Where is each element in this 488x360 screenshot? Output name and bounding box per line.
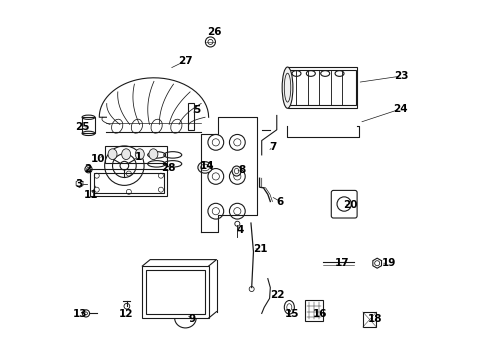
Text: 7: 7 [269,141,276,152]
Text: 27: 27 [178,56,192,66]
Text: 19: 19 [381,258,395,268]
Text: 4: 4 [236,225,244,235]
Text: 11: 11 [83,190,98,200]
Bar [287,67,357,108]
Bar [362,312,376,327]
Text: 17: 17 [334,258,349,268]
Ellipse shape [135,149,144,159]
Text: 5: 5 [193,105,200,115]
Text: 10: 10 [91,154,105,164]
Text: 9: 9 [188,314,196,324]
Text: 28: 28 [161,163,175,173]
Ellipse shape [282,67,292,108]
Text: 14: 14 [199,161,214,171]
Ellipse shape [108,149,117,159]
Text: 16: 16 [312,309,326,319]
Text: 15: 15 [285,309,299,319]
Bar [90,169,167,196]
Text: 6: 6 [276,197,284,207]
Text: 2: 2 [84,164,91,174]
Ellipse shape [234,168,238,174]
Bar [142,266,208,318]
Text: 13: 13 [73,309,87,319]
Text: 22: 22 [270,291,284,301]
Text: 26: 26 [206,27,221,37]
Text: 12: 12 [119,309,133,319]
Text: 18: 18 [367,314,382,324]
Text: 3: 3 [75,179,82,189]
Text: 23: 23 [393,71,408,81]
Bar [94,173,163,193]
Bar [289,70,355,105]
Text: 25: 25 [75,122,89,132]
Ellipse shape [122,149,130,159]
Text: 24: 24 [392,104,407,114]
Bar [145,270,204,315]
Bar [82,117,95,134]
Ellipse shape [232,166,241,176]
Text: 8: 8 [238,165,245,175]
Text: 20: 20 [343,200,357,210]
Ellipse shape [198,162,212,173]
Text: 21: 21 [253,244,267,254]
Ellipse shape [200,164,209,171]
Ellipse shape [149,149,158,159]
Text: 1: 1 [135,152,142,162]
Bar [305,300,322,320]
Bar [104,145,167,163]
Bar [187,103,194,130]
